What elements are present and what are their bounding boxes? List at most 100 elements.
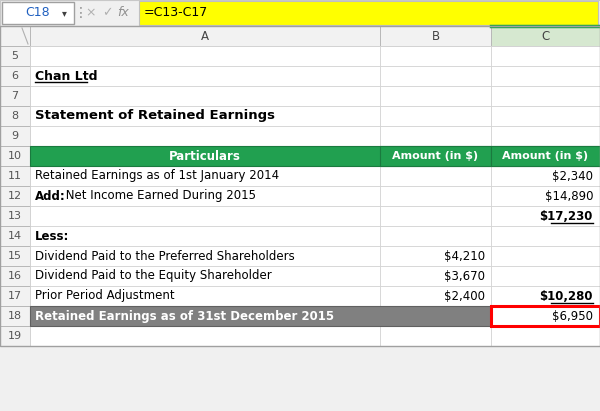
Bar (380, 66, 491, 86)
Bar (30, 26, 380, 46)
Bar (30, 46, 380, 66)
Bar (491, 126, 600, 146)
Bar (0, 186, 30, 206)
Text: 16: 16 (8, 271, 22, 281)
Bar (491, 226, 600, 246)
Bar (30, 286, 380, 306)
Bar (2, 2, 74, 24)
Bar (30, 306, 380, 326)
Text: 10: 10 (8, 151, 22, 161)
Bar (380, 46, 491, 66)
Bar (30, 226, 380, 246)
Text: $2,340: $2,340 (552, 169, 593, 182)
Bar (0, 0, 600, 26)
Text: A: A (201, 30, 209, 42)
Bar (30, 146, 600, 166)
Text: Less:: Less: (35, 229, 70, 242)
Bar (0, 86, 30, 106)
Bar (0, 106, 30, 126)
Text: Retained Earnings as of 31st December 2015: Retained Earnings as of 31st December 20… (35, 309, 334, 323)
Text: 19: 19 (8, 331, 22, 341)
Text: 12: 12 (8, 191, 22, 201)
Bar (491, 26, 600, 46)
Bar (491, 306, 600, 326)
Bar (491, 286, 600, 306)
Text: $6,950: $6,950 (552, 309, 593, 323)
Text: 11: 11 (8, 171, 22, 181)
Text: Statement of Retained Earnings: Statement of Retained Earnings (35, 109, 275, 122)
Bar (0, 246, 30, 266)
Bar (491, 106, 600, 126)
Text: 13: 13 (8, 211, 22, 221)
Bar (30, 246, 380, 266)
Text: Retained Earnings as of 1st January 2014: Retained Earnings as of 1st January 2014 (35, 169, 279, 182)
Text: ▾: ▾ (62, 8, 67, 18)
Bar (491, 66, 600, 86)
Text: 18: 18 (8, 311, 22, 321)
Bar (380, 326, 491, 346)
Text: Amount (in $): Amount (in $) (392, 151, 479, 161)
Text: $2,400: $2,400 (444, 289, 485, 302)
Bar (30, 186, 380, 206)
Text: B: B (431, 30, 440, 42)
Bar (0, 286, 30, 306)
Text: ⋮: ⋮ (74, 6, 88, 20)
Text: 17: 17 (8, 291, 22, 301)
Bar (380, 126, 491, 146)
Bar (139, 1, 598, 25)
Bar (380, 186, 491, 206)
Text: $17,230: $17,230 (539, 210, 593, 222)
Text: 8: 8 (11, 111, 19, 121)
Bar (380, 86, 491, 106)
Bar (380, 166, 491, 186)
Bar (0, 226, 30, 246)
Text: 5: 5 (11, 51, 19, 61)
Bar (0, 166, 30, 186)
Bar (380, 286, 491, 306)
Bar (380, 146, 491, 166)
Text: Prior Period Adjustment: Prior Period Adjustment (35, 289, 175, 302)
Bar (30, 66, 380, 86)
Bar (491, 246, 600, 266)
Text: ×: × (86, 7, 96, 19)
Text: =C13-C17: =C13-C17 (144, 7, 208, 19)
Bar (380, 246, 491, 266)
Bar (30, 206, 380, 226)
Bar (380, 26, 491, 46)
Bar (0, 266, 30, 286)
Bar (0, 26, 600, 346)
Bar (491, 146, 600, 166)
Text: $4,210: $4,210 (444, 249, 485, 263)
Bar (0, 26, 30, 46)
Bar (380, 206, 491, 226)
Text: Net Income Earned During 2015: Net Income Earned During 2015 (62, 189, 256, 203)
Bar (380, 226, 491, 246)
Bar (491, 326, 600, 346)
Text: 15: 15 (8, 251, 22, 261)
Text: 14: 14 (8, 231, 22, 241)
Bar (30, 106, 380, 126)
Bar (491, 46, 600, 66)
Bar (491, 186, 600, 206)
Bar (0, 206, 30, 226)
Bar (491, 146, 600, 166)
Text: Dividend Paid to the Preferred Shareholders: Dividend Paid to the Preferred Sharehold… (35, 249, 295, 263)
Text: $14,890: $14,890 (545, 189, 593, 203)
Bar (380, 306, 491, 326)
Bar (30, 306, 491, 326)
Bar (0, 46, 30, 66)
Text: 6: 6 (11, 71, 19, 81)
Text: ✓: ✓ (102, 7, 112, 19)
Bar (380, 266, 491, 286)
Bar (380, 106, 491, 126)
Text: Dividend Paid to the Equity Shareholder: Dividend Paid to the Equity Shareholder (35, 270, 272, 282)
Bar (0, 66, 30, 86)
Bar (491, 86, 600, 106)
Text: Particulars: Particulars (169, 150, 241, 162)
Bar (491, 206, 600, 226)
Text: 9: 9 (11, 131, 19, 141)
Text: $10,280: $10,280 (539, 289, 593, 302)
Bar (30, 166, 380, 186)
Bar (0, 306, 30, 326)
Text: Add:: Add: (35, 189, 66, 203)
